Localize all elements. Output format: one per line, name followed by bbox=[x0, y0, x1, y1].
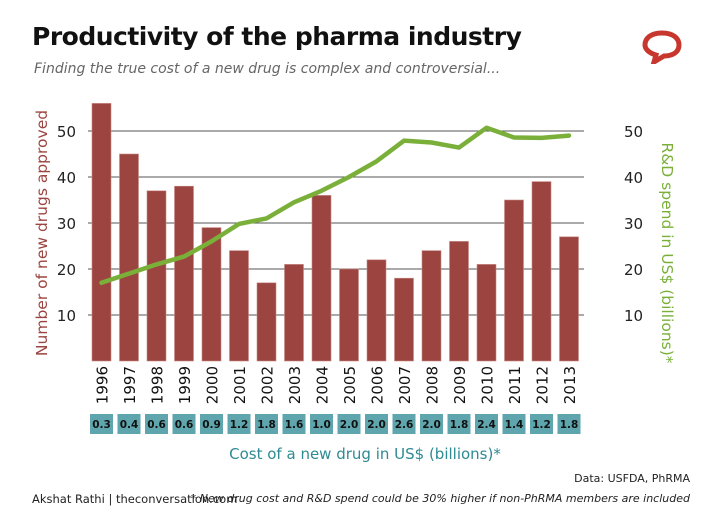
cost-value: 0.4 bbox=[120, 419, 139, 431]
year-label: 2012 bbox=[534, 366, 552, 404]
cost-box bbox=[502, 414, 526, 434]
year-label: 2007 bbox=[396, 366, 414, 404]
bar bbox=[256, 282, 277, 362]
cost-value: 1.0 bbox=[312, 419, 331, 431]
bar bbox=[146, 190, 167, 362]
year-label: 1996 bbox=[94, 366, 112, 404]
bar bbox=[366, 259, 387, 362]
bar bbox=[91, 103, 112, 362]
right-tick-label: 30 bbox=[624, 215, 643, 233]
cost-value: 0.6 bbox=[175, 419, 194, 431]
cost-box bbox=[90, 414, 113, 434]
left-tick-label: 30 bbox=[57, 215, 76, 233]
cost-box bbox=[530, 414, 553, 434]
cost-box bbox=[255, 414, 278, 434]
right-tick-label: 50 bbox=[624, 123, 643, 141]
cost-box bbox=[145, 414, 168, 434]
cost-value: 1.2 bbox=[230, 419, 249, 431]
bar bbox=[119, 153, 139, 362]
bar bbox=[339, 268, 359, 362]
year-label: 2003 bbox=[286, 366, 304, 404]
cost-box bbox=[117, 414, 141, 434]
year-label: 2006 bbox=[369, 366, 387, 404]
cost-value: 2.6 bbox=[395, 419, 414, 431]
year-label: 2008 bbox=[424, 366, 442, 404]
bar bbox=[421, 250, 442, 362]
chart-subtitle: Finding the true cost of a new drug is c… bbox=[34, 61, 501, 77]
author-credit: Akshat Rathi | theconversation.com bbox=[32, 492, 238, 506]
cost-box bbox=[420, 414, 443, 434]
cost-box bbox=[365, 414, 388, 434]
cost-box bbox=[310, 414, 333, 434]
cost-value: 2.0 bbox=[422, 419, 441, 431]
bar bbox=[531, 181, 552, 362]
cost-value: 2.0 bbox=[367, 419, 386, 431]
cost-value: 1.4 bbox=[505, 419, 524, 431]
bar bbox=[504, 199, 524, 362]
left-axis-label: Number of new drugs approved bbox=[33, 110, 51, 356]
bar bbox=[174, 185, 194, 362]
cost-value: 2.4 bbox=[477, 419, 496, 431]
year-label: 2001 bbox=[231, 366, 249, 404]
bar bbox=[201, 227, 222, 362]
cost-box bbox=[475, 414, 498, 434]
year-label: 2013 bbox=[561, 366, 579, 404]
cost-box bbox=[172, 414, 196, 434]
year-label: 2004 bbox=[314, 366, 332, 404]
bar bbox=[449, 241, 469, 362]
year-label: 2009 bbox=[451, 366, 469, 404]
cost-value: 0.9 bbox=[202, 419, 221, 431]
data-source: Data: USFDA, PhRMA bbox=[574, 472, 690, 485]
cost-value: 1.8 bbox=[450, 419, 469, 431]
cost-box bbox=[392, 414, 416, 434]
cost-value: 1.8 bbox=[257, 419, 276, 431]
left-tick-label: 50 bbox=[57, 123, 76, 141]
cost-value: 1.6 bbox=[285, 419, 304, 431]
cost-box bbox=[282, 414, 306, 434]
chart-title: Productivity of the pharma industry bbox=[32, 22, 522, 51]
footnote: * New drug cost and R&D spend could be 3… bbox=[190, 492, 690, 505]
cost-value: 1.8 bbox=[560, 419, 579, 431]
bar bbox=[559, 236, 579, 362]
cost-box bbox=[447, 414, 471, 434]
left-tick-label: 20 bbox=[57, 261, 76, 279]
right-tick-label: 10 bbox=[624, 307, 643, 325]
cost-box bbox=[227, 414, 251, 434]
left-tick-label: 40 bbox=[57, 169, 76, 187]
cost-value: 1.2 bbox=[532, 419, 551, 431]
bar bbox=[311, 195, 332, 362]
right-axis-label: R&D spend in US$ (billions)* bbox=[658, 142, 676, 363]
right-tick-label: 40 bbox=[624, 169, 643, 187]
cost-box bbox=[200, 414, 223, 434]
bar bbox=[284, 264, 304, 362]
rd-spend-line bbox=[99, 125, 572, 286]
year-label: 2002 bbox=[259, 366, 277, 404]
year-label: 1997 bbox=[121, 366, 139, 404]
year-label: 1998 bbox=[149, 366, 167, 404]
bar bbox=[476, 264, 497, 362]
year-label: 2010 bbox=[479, 366, 497, 404]
right-tick-label: 20 bbox=[624, 261, 643, 279]
year-label: 2005 bbox=[341, 366, 359, 404]
bar bbox=[229, 250, 249, 362]
cost-axis-label: Cost of a new drug in US$ (billions)* bbox=[229, 445, 501, 463]
year-label: 2011 bbox=[506, 366, 524, 404]
year-label: 1999 bbox=[176, 366, 194, 404]
cost-value: 0.6 bbox=[147, 419, 166, 431]
conversation-logo-icon bbox=[642, 30, 682, 64]
left-tick-label: 10 bbox=[57, 307, 76, 325]
cost-box bbox=[337, 414, 361, 434]
cost-box bbox=[557, 414, 581, 434]
cost-value: 0.3 bbox=[92, 419, 111, 431]
cost-value: 2.0 bbox=[340, 419, 359, 431]
bar bbox=[394, 277, 414, 362]
year-label: 2000 bbox=[204, 366, 222, 404]
